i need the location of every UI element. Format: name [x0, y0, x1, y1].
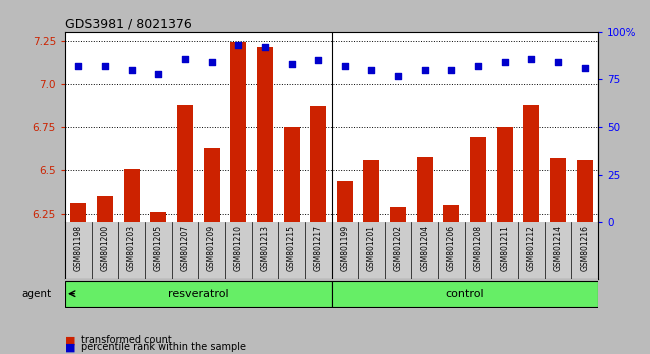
- Text: percentile rank within the sample: percentile rank within the sample: [81, 342, 246, 352]
- Text: GDS3981 / 8021376: GDS3981 / 8021376: [65, 18, 192, 31]
- Point: [100, 63, 110, 69]
- Text: agent: agent: [21, 289, 52, 299]
- Bar: [550, 158, 566, 222]
- Text: GSM801208: GSM801208: [474, 225, 482, 271]
- Text: GSM801213: GSM801213: [261, 225, 269, 271]
- Point: [73, 63, 83, 69]
- Text: GSM801207: GSM801207: [181, 225, 189, 271]
- Bar: [577, 160, 593, 222]
- Text: GSM801200: GSM801200: [101, 225, 109, 271]
- Text: control: control: [445, 289, 484, 299]
- Text: GSM801203: GSM801203: [127, 225, 136, 271]
- Bar: [470, 137, 486, 222]
- Bar: [97, 196, 113, 222]
- Bar: [283, 127, 300, 222]
- Text: GSM801214: GSM801214: [554, 225, 562, 271]
- Point: [179, 56, 190, 61]
- Bar: [332, 281, 598, 307]
- Text: GSM801211: GSM801211: [500, 225, 509, 271]
- Point: [553, 59, 564, 65]
- Point: [420, 67, 430, 73]
- Text: GSM801198: GSM801198: [74, 225, 83, 271]
- Bar: [523, 104, 540, 222]
- Text: ■: ■: [65, 335, 75, 345]
- Point: [259, 44, 270, 50]
- Bar: [177, 104, 193, 222]
- Bar: [230, 42, 246, 222]
- Text: GSM801205: GSM801205: [154, 225, 162, 271]
- Point: [153, 71, 164, 76]
- Bar: [363, 160, 380, 222]
- Point: [580, 65, 590, 71]
- Text: ■: ■: [65, 342, 75, 352]
- Point: [287, 61, 297, 67]
- Text: GSM801217: GSM801217: [314, 225, 322, 271]
- Point: [367, 67, 377, 73]
- Text: GSM801204: GSM801204: [421, 225, 429, 271]
- Point: [393, 73, 403, 79]
- Point: [313, 58, 324, 63]
- Bar: [417, 156, 433, 222]
- Text: transformed count: transformed count: [81, 335, 172, 345]
- Text: GSM801216: GSM801216: [580, 225, 589, 271]
- Text: GSM801202: GSM801202: [394, 225, 402, 271]
- Bar: [203, 148, 220, 222]
- Bar: [443, 205, 460, 222]
- Point: [473, 63, 484, 69]
- Text: GSM801215: GSM801215: [287, 225, 296, 271]
- Text: GSM801212: GSM801212: [527, 225, 536, 271]
- Text: GSM801201: GSM801201: [367, 225, 376, 271]
- Text: resveratrol: resveratrol: [168, 289, 229, 299]
- Point: [206, 59, 216, 65]
- Bar: [310, 106, 326, 222]
- Bar: [337, 181, 353, 222]
- Point: [446, 67, 456, 73]
- Bar: [124, 169, 140, 222]
- Text: GSM801210: GSM801210: [234, 225, 242, 271]
- Point: [526, 56, 537, 61]
- Bar: [150, 212, 166, 222]
- Bar: [257, 47, 273, 222]
- Text: GSM801199: GSM801199: [341, 225, 349, 271]
- Text: GSM801206: GSM801206: [447, 225, 456, 271]
- Bar: [390, 207, 406, 222]
- Bar: [497, 127, 513, 222]
- Text: GSM801209: GSM801209: [207, 225, 216, 271]
- Point: [500, 59, 510, 65]
- Point: [233, 42, 244, 48]
- Bar: [65, 281, 332, 307]
- Bar: [70, 203, 86, 222]
- Point: [126, 67, 137, 73]
- Point: [339, 63, 350, 69]
